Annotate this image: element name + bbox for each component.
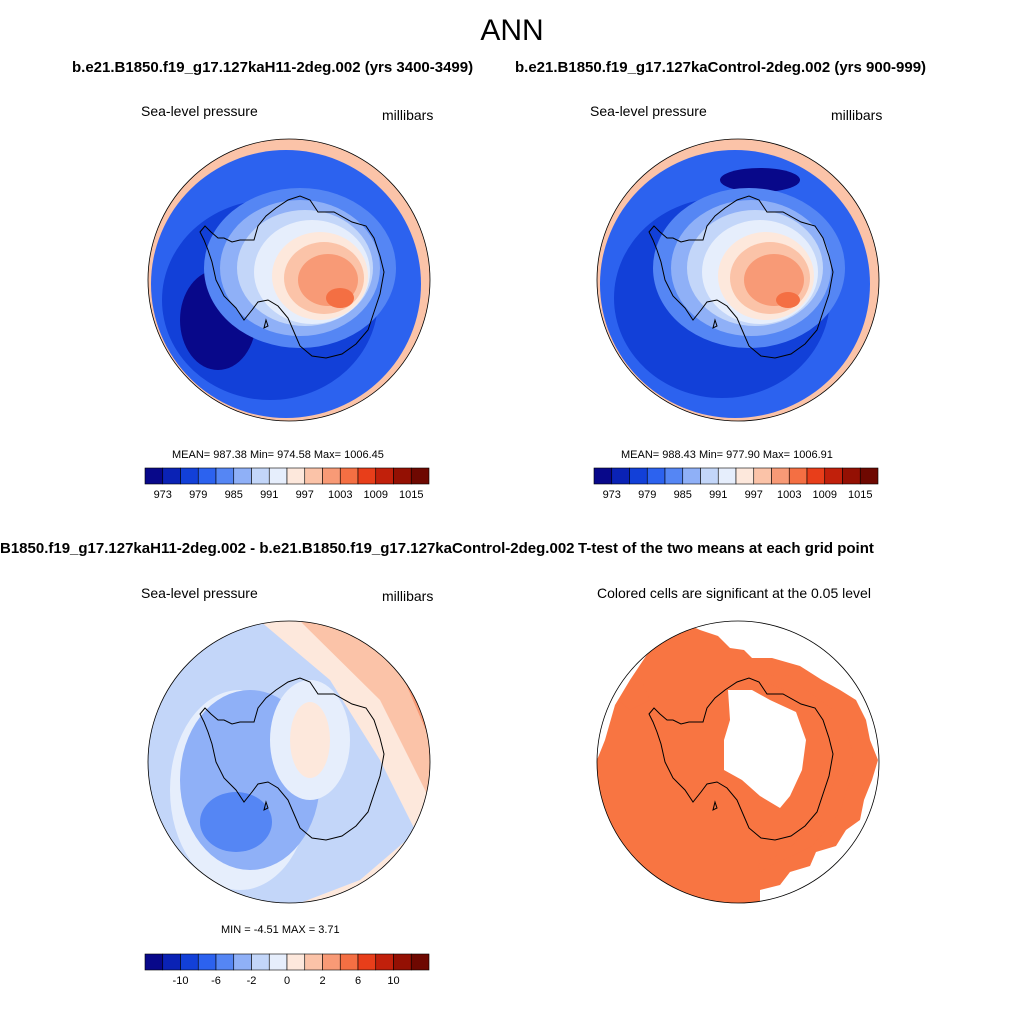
colorbar-tick-label: 1003 bbox=[328, 489, 352, 501]
colorbar-box bbox=[824, 467, 843, 485]
colorbar-tick-label: 985 bbox=[225, 489, 243, 501]
colorbar-box bbox=[375, 467, 394, 485]
colorbar-box bbox=[682, 467, 701, 485]
colorbar-tick-label: -10 bbox=[173, 975, 189, 987]
colorbar-tick-label: -6 bbox=[211, 975, 221, 987]
colorbar-box bbox=[197, 467, 217, 485]
colorbar-box bbox=[611, 467, 630, 485]
colorbar-box bbox=[339, 953, 359, 971]
panel1-variable-label: Sea-level pressure bbox=[141, 103, 258, 119]
colorbar-box bbox=[197, 953, 217, 971]
colorbar-box bbox=[144, 467, 164, 485]
colorbar-box bbox=[339, 467, 359, 485]
ttest-title: T-test of the two means at each grid poi… bbox=[578, 540, 874, 557]
colorbar-box bbox=[144, 953, 164, 971]
panel1-units-label: millibars bbox=[382, 107, 434, 123]
colorbar-box bbox=[410, 467, 430, 485]
panel1-map-border bbox=[147, 138, 431, 422]
colorbar-box bbox=[646, 467, 666, 485]
panel2-colorbar: 973 979 985 991 997 1003 1009 1015 bbox=[593, 467, 879, 501]
colorbar-box bbox=[233, 467, 252, 485]
panel1-stats: MEAN= 987.38 Min= 974.58 Max= 1006.45 bbox=[172, 449, 384, 461]
colorbar-box bbox=[771, 467, 790, 485]
panel3-units-label: millibars bbox=[382, 588, 434, 604]
colorbar-box bbox=[162, 467, 181, 485]
colorbar-box bbox=[233, 953, 252, 971]
colorbar-tick-label: 1003 bbox=[777, 489, 801, 501]
run-title-test: b.e21.B1850.f19_g17.127kaH11-2deg.002 (y… bbox=[72, 59, 474, 76]
colorbar-box bbox=[357, 953, 377, 971]
colorbar-tick-label: 979 bbox=[189, 489, 207, 501]
panel4-significance-label: Colored cells are significant at the 0.0… bbox=[597, 585, 871, 601]
colorbar-box bbox=[859, 467, 879, 485]
colorbar-tick-label: 985 bbox=[674, 489, 692, 501]
colorbar-tick-label: 973 bbox=[154, 489, 172, 501]
panel1-map bbox=[147, 138, 431, 422]
colorbar-box bbox=[162, 953, 181, 971]
colorbar-tick-label: 979 bbox=[638, 489, 656, 501]
colorbar-box bbox=[735, 467, 755, 485]
colorbar-box bbox=[304, 953, 323, 971]
panel4-map-border bbox=[596, 620, 880, 904]
colorbar-box bbox=[664, 467, 684, 485]
colorbar-tick-label: 1015 bbox=[399, 489, 423, 501]
colorbar-box bbox=[286, 467, 306, 485]
panel2-map-border bbox=[596, 138, 880, 422]
colorbar-box bbox=[251, 467, 270, 485]
panel3-variable-label: Sea-level pressure bbox=[141, 585, 258, 601]
run-title-control: b.e21.B1850.f19_g17.127kaControl-2deg.00… bbox=[515, 59, 927, 76]
colorbar-box bbox=[717, 467, 737, 485]
colorbar-box bbox=[215, 467, 235, 485]
colorbar-box bbox=[180, 953, 199, 971]
colorbar-box bbox=[357, 467, 377, 485]
colorbar-box bbox=[629, 467, 648, 485]
colorbar-box bbox=[286, 953, 306, 971]
colorbar-box bbox=[268, 467, 288, 485]
colorbar-box bbox=[753, 467, 772, 485]
colorbar-tick-label: 10 bbox=[387, 975, 399, 987]
panel2-variable-label: Sea-level pressure bbox=[590, 103, 707, 119]
panel2-units-label: millibars bbox=[831, 107, 883, 123]
colorbar-tick-label: 1009 bbox=[813, 489, 837, 501]
colorbar-tick-label: 997 bbox=[296, 489, 314, 501]
colorbar-box bbox=[180, 467, 199, 485]
panel2-map bbox=[596, 138, 880, 422]
colorbar-box bbox=[842, 467, 861, 485]
colorbar-box bbox=[410, 953, 430, 971]
colorbar-tick-label: 0 bbox=[284, 975, 290, 987]
figure-main-title: ANN bbox=[480, 14, 544, 47]
panel2-stats: MEAN= 988.43 Min= 977.90 Max= 1006.91 bbox=[621, 449, 833, 461]
colorbar-tick-label: 991 bbox=[260, 489, 278, 501]
colorbar-box bbox=[788, 467, 808, 485]
colorbar-tick-label: 1015 bbox=[848, 489, 872, 501]
colorbar-box bbox=[322, 953, 341, 971]
panel3-map bbox=[147, 620, 431, 904]
colorbar-box bbox=[700, 467, 719, 485]
colorbar-box bbox=[215, 953, 235, 971]
colorbar-box bbox=[375, 953, 394, 971]
colorbar-box bbox=[268, 953, 288, 971]
colorbar-box bbox=[304, 467, 323, 485]
panel1-colorbar: 973 979 985 991 997 1003 1009 1015 bbox=[144, 467, 430, 501]
colorbar-tick-label: 991 bbox=[709, 489, 727, 501]
colorbar-box bbox=[593, 467, 613, 485]
colorbar-tick-label: 997 bbox=[745, 489, 763, 501]
colorbar-box bbox=[393, 467, 412, 485]
colorbar-box bbox=[806, 467, 826, 485]
colorbar-box bbox=[322, 467, 341, 485]
panel4-map bbox=[596, 620, 880, 904]
colorbar-tick-label: 973 bbox=[603, 489, 621, 501]
difference-title: B1850.f19_g17.127kaH11-2deg.002 - b.e21.… bbox=[0, 540, 575, 557]
colorbar-tick-label: -2 bbox=[247, 975, 257, 987]
colorbar-box bbox=[251, 953, 270, 971]
panel3-map-border bbox=[147, 620, 431, 904]
panel3-stats: MIN = -4.51 MAX = 3.71 bbox=[221, 924, 340, 936]
colorbar-tick-label: 6 bbox=[355, 975, 361, 987]
colorbar-tick-label: 2 bbox=[319, 975, 325, 987]
colorbar-tick-label: 1009 bbox=[364, 489, 388, 501]
colorbar-box bbox=[393, 953, 412, 971]
panel3-colorbar: -10 -6 -2 0 2 6 10 bbox=[144, 953, 430, 987]
